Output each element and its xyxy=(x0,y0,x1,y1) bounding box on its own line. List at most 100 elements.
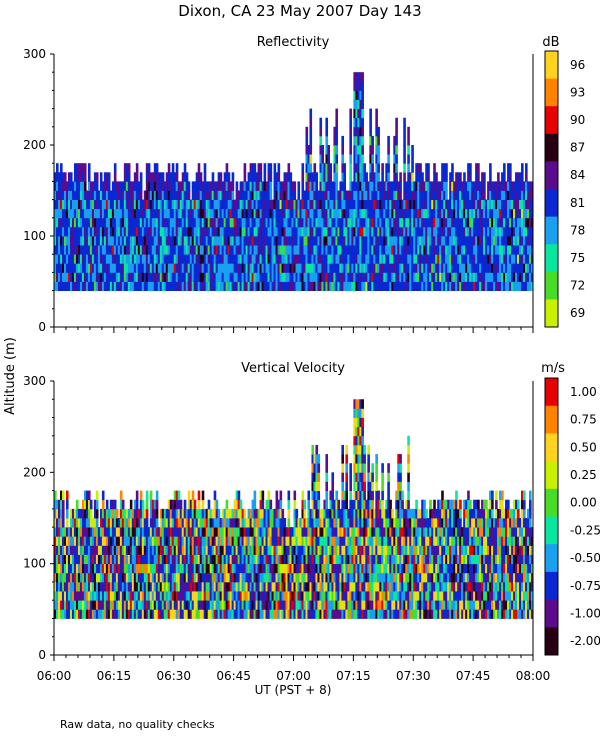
heatmap-cell xyxy=(293,490,297,501)
heatmap-cell xyxy=(131,536,135,546)
heatmap-cell xyxy=(333,263,337,273)
heatmap-cell xyxy=(351,245,354,255)
heatmap-cell xyxy=(177,272,181,282)
heatmap-cell xyxy=(355,236,358,246)
heatmap-cell xyxy=(235,181,239,191)
heatmap-cell xyxy=(273,199,277,210)
heatmap-cell xyxy=(305,518,309,528)
heatmap-cell xyxy=(303,499,307,510)
heatmap-cell xyxy=(227,236,231,246)
heatmap-cell xyxy=(283,518,287,528)
heatmap-cell xyxy=(301,236,305,246)
heatmap-cell xyxy=(141,600,145,610)
heatmap-cell xyxy=(531,181,533,191)
heatmap-cell xyxy=(479,281,482,291)
heatmap-cell xyxy=(227,199,231,210)
heatmap-cell xyxy=(371,163,374,173)
heatmap-cell xyxy=(133,536,137,546)
heatmap-cell xyxy=(287,217,291,228)
heatmap-cell xyxy=(133,208,137,219)
heatmap-cell xyxy=(235,254,239,264)
heatmap-cell xyxy=(295,572,299,583)
heatmap-cell xyxy=(361,181,364,191)
heatmap-cell xyxy=(445,245,448,255)
heatmap-cell xyxy=(355,254,358,264)
heatmap-cell xyxy=(375,245,378,255)
heatmap-cell xyxy=(453,226,456,237)
heatmap-cell xyxy=(309,236,313,246)
heatmap-cell xyxy=(407,154,410,164)
heatmap-cell xyxy=(179,181,183,191)
heatmap-cell xyxy=(127,536,131,546)
heatmap-cell xyxy=(139,591,143,601)
heatmap-cell xyxy=(85,263,89,273)
heatmap-cell xyxy=(307,199,311,210)
heatmap-cell xyxy=(81,581,85,592)
heatmap-cell xyxy=(181,172,185,182)
heatmap-cell xyxy=(93,190,97,200)
heatmap-cell xyxy=(411,254,414,264)
heatmap-cell xyxy=(335,281,339,291)
heatmap-cell xyxy=(381,163,384,173)
heatmap-cell xyxy=(81,508,85,519)
heatmap-cell xyxy=(525,208,528,219)
heatmap-cell xyxy=(279,272,283,282)
heatmap-cell xyxy=(443,254,446,264)
heatmap-cell xyxy=(369,163,372,173)
heatmap-cell xyxy=(197,172,201,182)
heatmap-cell xyxy=(355,263,358,273)
heatmap-cell xyxy=(81,236,85,246)
heatmap-cell xyxy=(523,263,526,273)
heatmap-cell xyxy=(269,518,273,528)
heatmap-cell xyxy=(91,254,95,264)
heatmap-cell xyxy=(493,181,496,191)
heatmap-cell xyxy=(349,236,352,246)
heatmap-cell xyxy=(297,190,301,200)
heatmap-cell xyxy=(397,254,400,264)
heatmap-cell xyxy=(425,181,428,191)
heatmap-cell xyxy=(313,600,317,610)
heatmap-cell xyxy=(157,172,161,182)
heatmap-cell xyxy=(193,508,197,519)
heatmap-cell xyxy=(253,508,257,519)
heatmap-cell xyxy=(167,554,171,565)
heatmap-cell xyxy=(169,527,173,537)
heatmap-cell xyxy=(393,181,396,191)
heatmap-cell xyxy=(135,554,139,565)
heatmap-cell xyxy=(139,499,143,510)
heatmap-cell xyxy=(199,208,203,219)
heatmap-cell xyxy=(223,226,227,237)
heatmap-cell xyxy=(223,536,227,546)
heatmap-cell xyxy=(405,281,408,291)
heatmap-cell xyxy=(93,181,97,191)
heatmap-cell xyxy=(289,254,293,264)
heatmap-cell xyxy=(409,226,412,237)
heatmap-cell xyxy=(89,609,93,619)
heatmap-cell xyxy=(455,226,458,237)
heatmap-cell xyxy=(451,245,454,255)
heatmap-cell xyxy=(305,254,309,264)
heatmap-cell xyxy=(197,490,201,501)
heatmap-cell xyxy=(141,199,145,210)
heatmap-cell xyxy=(249,263,253,273)
y-tick-label: 0 xyxy=(38,320,46,334)
heatmap-cell xyxy=(431,281,434,291)
heatmap-cell xyxy=(321,281,325,291)
heatmap-cell xyxy=(387,163,390,173)
heatmap-cell xyxy=(113,190,117,200)
heatmap-cell xyxy=(191,254,195,264)
heatmap-cell xyxy=(191,217,195,228)
heatmap-cell xyxy=(359,199,362,210)
heatmap-cell xyxy=(363,226,366,237)
heatmap-cell xyxy=(359,108,362,119)
heatmap-cell xyxy=(231,536,235,546)
heatmap-cell xyxy=(141,572,145,583)
heatmap-cell xyxy=(379,208,382,219)
heatmap-cell xyxy=(291,609,295,619)
heatmap-cell xyxy=(75,263,79,273)
heatmap-cell xyxy=(167,245,171,255)
heatmap-cell xyxy=(151,527,155,537)
heatmap-cell xyxy=(385,281,388,291)
heatmap-cell xyxy=(195,236,199,246)
heatmap-cell xyxy=(479,181,482,191)
